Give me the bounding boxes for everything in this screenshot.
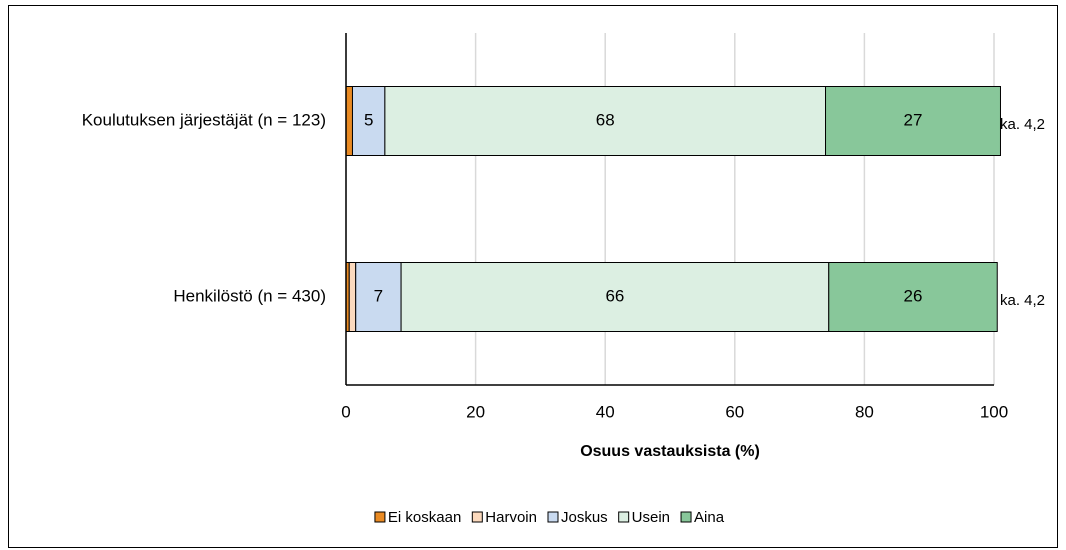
data-label: 5 — [364, 110, 373, 129]
bar-segment — [348, 262, 357, 332]
bar-segment — [345, 86, 353, 156]
legend-swatch — [374, 511, 386, 523]
data-label: 7 — [374, 286, 383, 305]
bar-segment — [400, 262, 830, 332]
legend-label: Harvoin — [485, 509, 537, 526]
legend-label: Aina — [694, 509, 725, 526]
legend-swatch — [471, 511, 483, 523]
bar-segment — [355, 262, 402, 332]
y-tick-label: Henkilöstö (n = 430) — [173, 286, 326, 305]
annotation: ka. 4,2 — [1000, 292, 1045, 309]
x-tick-label: 60 — [725, 402, 744, 421]
legend-swatch — [618, 511, 630, 523]
data-label: 68 — [596, 110, 615, 129]
x-tick-label: 40 — [596, 402, 615, 421]
legend-swatch — [680, 511, 692, 523]
y-tick-label: Koulutuksen järjestäjät (n = 123) — [82, 110, 326, 129]
data-label: 66 — [605, 286, 624, 305]
legend-label: Joskus — [561, 509, 608, 526]
bar-segment — [384, 86, 827, 156]
x-tick-label: 80 — [855, 402, 874, 421]
x-axis-title: Osuus vastauksista (%) — [580, 443, 760, 460]
legend-label: Ei koskaan — [388, 509, 461, 526]
bar-segment — [825, 86, 1001, 156]
x-tick-label: 100 — [980, 402, 1008, 421]
x-tick-label: 0 — [341, 402, 350, 421]
data-label: 26 — [904, 286, 923, 305]
legend-label: Usein — [632, 509, 670, 526]
bar-segment — [828, 262, 998, 332]
legend-swatch — [547, 511, 559, 523]
data-label: 27 — [904, 110, 923, 129]
annotation: ka. 4,2 — [1000, 116, 1045, 133]
x-tick-label: 20 — [466, 402, 485, 421]
